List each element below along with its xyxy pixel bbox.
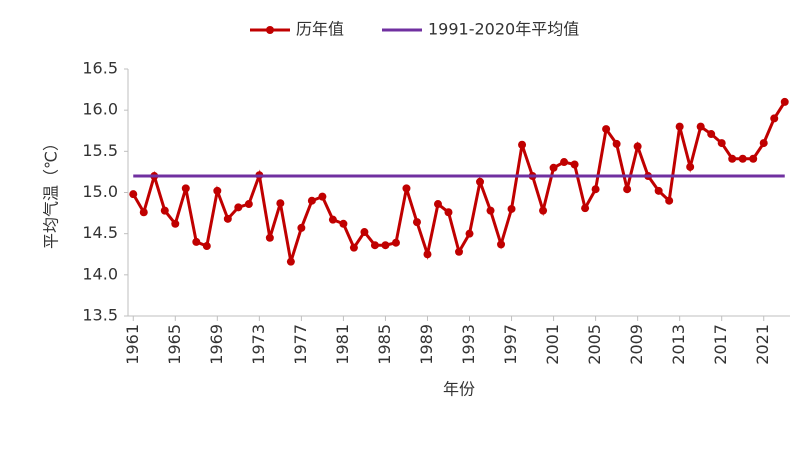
point (623, 185, 632, 194)
point (780, 97, 789, 106)
point (728, 154, 737, 163)
point (696, 122, 705, 131)
point (297, 223, 306, 232)
point (518, 140, 527, 149)
point (612, 139, 621, 148)
point (139, 208, 148, 217)
point (318, 192, 327, 201)
x-tick-label: 2009 (627, 324, 646, 365)
x-tick-label: 1965 (165, 324, 184, 365)
point (234, 203, 243, 212)
point (391, 238, 400, 247)
point (738, 154, 747, 163)
x-axis-title: 年份 (443, 380, 475, 399)
point (686, 162, 695, 171)
point (381, 241, 390, 250)
point (244, 200, 253, 209)
x-tick-label: 1977 (291, 324, 310, 365)
x-tick-label: 1981 (333, 324, 352, 365)
point (328, 215, 337, 224)
legend-label: 历年值 (296, 20, 344, 39)
y-tick-label: 15.0 (82, 182, 118, 201)
x-tick-label: 1985 (375, 324, 394, 365)
x-tick-label: 2017 (711, 324, 730, 365)
series-line (131, 101, 787, 263)
y-axis-title: 平均气温（℃） (42, 135, 61, 249)
point (486, 206, 495, 215)
point (402, 184, 411, 193)
point (507, 204, 516, 213)
point (654, 186, 663, 195)
point (539, 206, 548, 215)
x-tick-label: 1993 (459, 324, 478, 365)
point (675, 122, 684, 131)
point (591, 185, 600, 194)
point (423, 250, 432, 259)
x-tick-label: 1961 (123, 324, 142, 365)
point (223, 214, 232, 223)
y-tick-label: 15.5 (82, 141, 118, 160)
point (560, 158, 569, 167)
point (444, 208, 453, 217)
point (286, 257, 295, 266)
point (465, 229, 474, 238)
point (759, 139, 768, 148)
x-tick-label: 2005 (585, 324, 604, 365)
point (129, 190, 138, 199)
point (349, 243, 358, 252)
point (276, 199, 285, 208)
x-tick-label: 2001 (543, 324, 562, 365)
point (581, 204, 590, 213)
y-tick-label: 13.5 (82, 306, 118, 325)
point (192, 237, 201, 246)
y-tick-label: 14.5 (82, 223, 118, 242)
point (770, 114, 779, 123)
point (570, 160, 579, 169)
x-tick-label: 2013 (669, 324, 688, 365)
point (412, 218, 421, 227)
point (707, 130, 716, 139)
point (749, 154, 758, 163)
point (160, 206, 169, 215)
point (171, 219, 180, 228)
point (370, 241, 379, 250)
point (476, 177, 485, 186)
x-tick-label: 1973 (249, 324, 268, 365)
point (497, 240, 506, 249)
legend-label: 1991-2020年平均值 (428, 20, 579, 39)
x-tick-label: 1969 (207, 324, 226, 365)
point (602, 125, 611, 134)
point (202, 242, 211, 251)
x-tick-label: 1997 (501, 324, 520, 365)
point (213, 186, 222, 195)
point (360, 228, 369, 237)
point (307, 196, 316, 205)
y-tick-label: 14.0 (82, 264, 118, 283)
x-tick-label: 2021 (753, 324, 772, 365)
y-tick-label: 16.5 (82, 59, 118, 78)
point (549, 163, 558, 172)
point (665, 196, 674, 205)
point (717, 139, 726, 148)
point (181, 184, 190, 193)
point (433, 200, 442, 209)
y-tick-label: 16.0 (82, 100, 118, 119)
legend-marker (266, 26, 274, 34)
point (455, 247, 463, 256)
x-tick-label: 1989 (417, 324, 436, 365)
point (339, 219, 348, 228)
point (633, 142, 642, 151)
point (265, 233, 274, 242)
